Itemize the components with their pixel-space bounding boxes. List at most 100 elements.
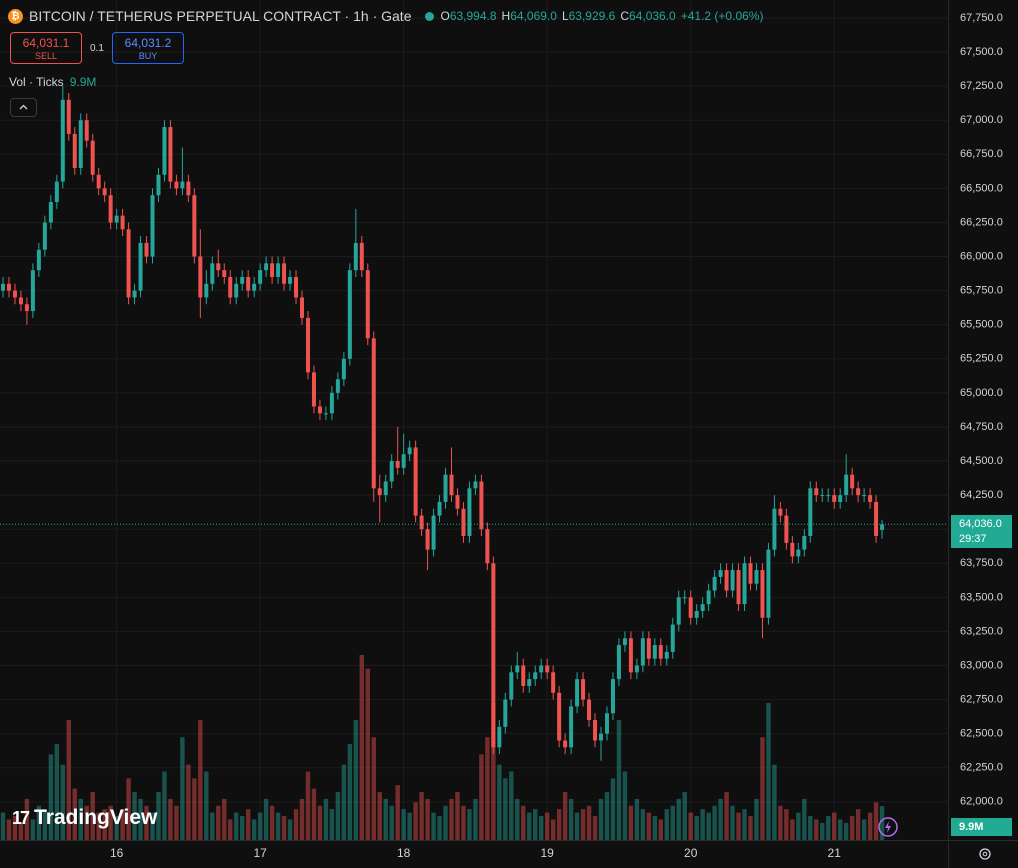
buy-price: 64,031.2 [124,36,172,50]
y-tick-label: 66,000.0 [960,250,1003,262]
candle-body [479,481,484,530]
volume-bar [754,798,759,840]
volume-bar [401,809,406,840]
candle-body [174,181,179,189]
volume-bar [377,792,382,840]
candle-body [329,392,334,414]
volume-bar [646,812,652,840]
candle-body [533,672,538,680]
candle-body [108,195,113,223]
candle-body [234,283,239,298]
ohlc-value: 63,994.8 [449,9,497,23]
candle-body [192,195,197,257]
candle-body [282,263,287,284]
volume-bar [784,809,789,840]
volume-bar [778,805,783,840]
candle-body [407,447,412,455]
volume-bar [521,805,526,840]
volume-bar [12,816,18,840]
symbol-header[interactable]: ₿ BITCOIN / TETHERUS PERPETUAL CONTRACT … [8,6,763,26]
volume-bar [556,809,562,840]
candle-body [6,283,11,291]
ohlc-legend: O63,994.8 H64,069.0 L63,929.6 C64,036.0 +41.… [440,9,763,23]
y-tick-label: 64,250.0 [960,489,1003,501]
volume-bar [718,798,723,840]
volume-bar [341,764,347,840]
volume-bar [580,809,586,840]
candle-body [246,277,251,291]
volume-bar [622,771,628,840]
candle-body [276,263,281,278]
volume-bar [198,720,203,840]
volume-bar [251,819,257,840]
candle-body [539,665,544,673]
candle-body [581,679,586,700]
candle-body [790,542,795,557]
volume-bar [820,822,825,840]
volume-bar [437,816,442,840]
lightning-button[interactable] [878,817,898,837]
candle-body [796,549,801,557]
candle-body [473,481,478,489]
volume-bar [473,798,478,840]
sell-button[interactable]: 64,031.1 SELL [10,32,82,64]
logo[interactable]: 17 TradingView [12,806,157,830]
volume-bar [269,805,275,840]
volume-bar [843,822,849,840]
chevron-icon [19,104,28,110]
y-tick-label: 65,500.0 [960,319,1003,331]
volume-bar [240,816,245,840]
candle-body [353,242,358,271]
y-tick-label: 62,250.0 [960,762,1003,774]
y-tick-label: 63,000.0 [960,659,1003,671]
volume-bar [0,812,6,840]
candle-body [515,665,520,673]
volume-bar [24,798,30,840]
volume-bar [186,764,191,840]
candle-body [264,263,269,271]
settings-button[interactable] [979,848,991,860]
candle-body [377,488,382,496]
candle-body [664,651,669,659]
candle-body [240,277,245,284]
volume-bar [431,812,436,840]
candle-body [36,249,41,271]
candle-body [772,508,777,550]
y-tick-label: 67,000.0 [960,114,1003,126]
candle-body [766,549,771,618]
candle-body [210,263,215,284]
volume-bar [228,819,233,840]
volume-bar [66,720,71,840]
ohlc-value: 63,929.6 [568,9,616,23]
volume-bar [676,798,681,840]
volume-bar [168,798,173,840]
candle-body [736,570,741,605]
y-tick-label: 64,500.0 [960,455,1003,467]
candle-body [826,495,831,497]
collapse-button[interactable] [10,98,37,117]
candle-body [563,740,568,748]
volume-bar [132,792,137,840]
candle-body [838,495,843,502]
x-tick-label: 20 [684,846,698,860]
volume-legend[interactable]: Vol · Ticks 9.9M [9,75,96,89]
volume-bar [395,785,400,840]
candle-body [311,372,316,407]
candle-body [443,474,448,502]
candle-body [1,283,5,291]
volume-bar [879,806,885,840]
x-tick-label: 18 [397,846,411,860]
candle-body [604,713,609,734]
candle-body [676,597,681,625]
volume-bar [855,809,861,840]
volume-bar [30,819,36,840]
candle-body [569,706,574,748]
candle-body [150,195,155,257]
symbol-title[interactable]: BITCOIN / TETHERUS PERPETUAL CONTRACT · … [29,8,412,24]
candle-body [48,202,53,223]
volume-bar [150,812,155,840]
volume-bar [371,737,376,840]
buy-button[interactable]: 64,031.2 BUY [112,32,184,64]
candle-body [497,726,502,748]
